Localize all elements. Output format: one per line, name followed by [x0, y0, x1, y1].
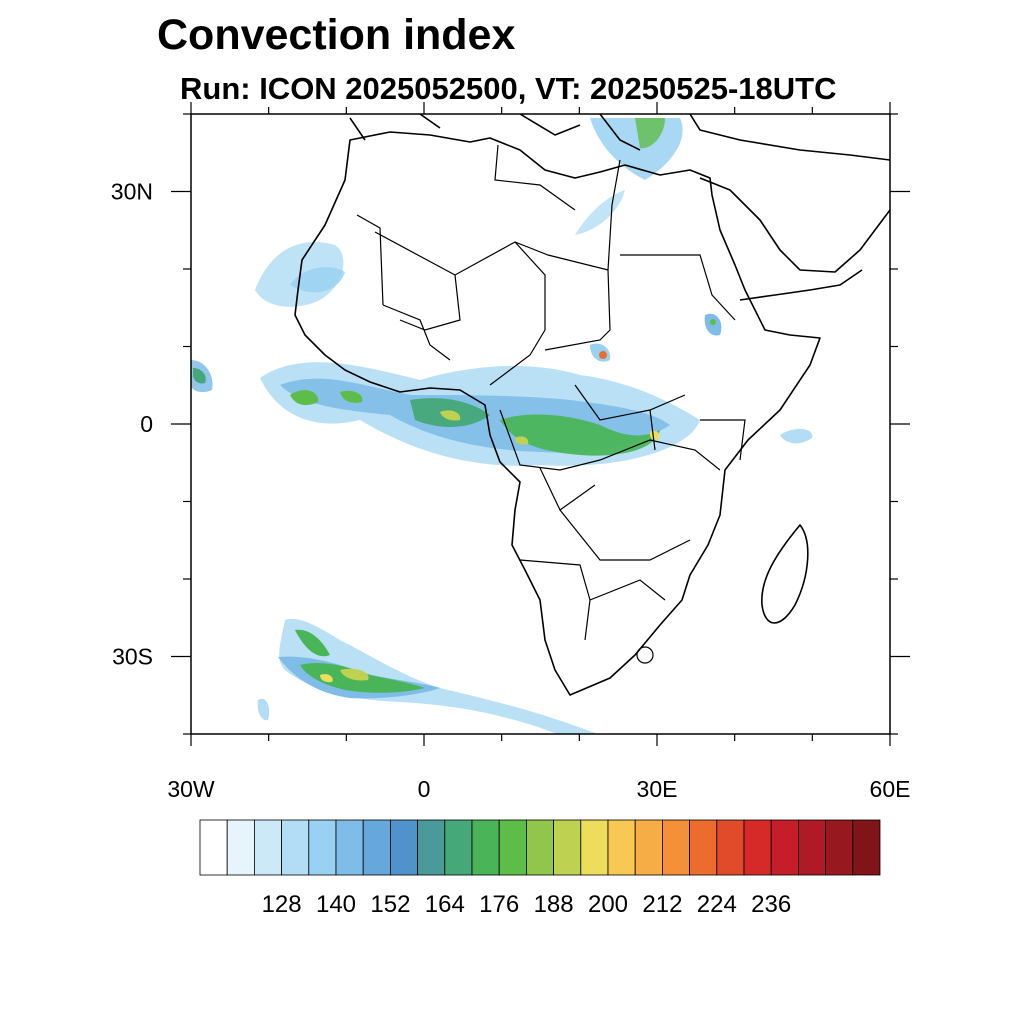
colorbar-labels: 128 140 152 164 176 188 200 212 224 236: [262, 891, 792, 918]
colorbar-label: 152: [370, 891, 410, 918]
africa-coastline: [294, 131, 821, 696]
convection-area: [515, 436, 529, 445]
colorbar-swatch: [526, 819, 555, 876]
x-tick-label: 60E: [870, 776, 911, 802]
colorbar-swatch: [498, 819, 527, 876]
arabia-coastline: [699, 177, 890, 301]
colorbar-swatch: [253, 819, 282, 876]
colorbar-label: 140: [316, 891, 356, 918]
convection-area: [649, 430, 660, 441]
europe-coastline: [349, 114, 890, 161]
y-tick-label: 0: [140, 411, 153, 437]
convection-area: [599, 351, 607, 359]
convection-area: [635, 118, 665, 149]
convection-area: [575, 190, 625, 235]
country-border: [574, 384, 746, 461]
axis-labels: 30W 0 30E 60E 30N 0 30S: [111, 179, 911, 803]
colorbar-swatch: [634, 819, 663, 876]
colorbar-label: 188: [534, 891, 574, 918]
x-tick-label: 30W: [167, 776, 215, 802]
convection-area: [193, 368, 206, 384]
colorbar-swatch: [226, 819, 255, 876]
country-borders: [356, 144, 746, 664]
madagascar-coastline: [761, 524, 809, 624]
colorbar-swatch: [798, 819, 827, 876]
colorbar-swatch: [444, 819, 473, 876]
colorbar-swatch: [716, 819, 745, 876]
convection-area: [290, 390, 319, 406]
colorbar-swatch: [770, 819, 799, 876]
colorbar-swatch: [689, 819, 718, 876]
chart-subtitle: Run: ICON 2025052500, VT: 20250525-18UTC: [180, 71, 837, 106]
coastlines: [294, 114, 890, 696]
convection-area: [340, 668, 369, 681]
colorbar-label: 128: [262, 891, 302, 918]
x-tick-label: 30E: [637, 776, 678, 802]
convection-area: [340, 390, 363, 403]
colorbar-swatch: [362, 819, 391, 876]
colorbar-label: 236: [751, 891, 791, 918]
convection-area: [295, 629, 330, 657]
colorbar-label: 176: [479, 891, 519, 918]
colorbar-label: 212: [642, 891, 682, 918]
convection-field: [191, 118, 813, 734]
country-border: [382, 144, 576, 361]
y-tick-label: 30N: [111, 179, 153, 205]
chart-title: Convection index: [157, 11, 516, 59]
colorbar-swatch: [389, 819, 418, 876]
country-border: [519, 509, 691, 641]
colorbar-swatch: [852, 819, 881, 876]
convection-area: [257, 698, 270, 721]
convection-area: [780, 428, 813, 444]
convection-area: [440, 410, 461, 421]
colorbar-label: 224: [697, 891, 737, 918]
colorbar-swatch: [308, 819, 337, 876]
colorbar-swatch: [417, 819, 446, 876]
colorbar-swatch: [662, 819, 691, 876]
convection-area: [290, 267, 345, 293]
colorbar-swatch: [471, 819, 500, 876]
convection-area: [320, 674, 333, 683]
colorbar-label: 200: [588, 891, 628, 918]
colorbar-swatch: [335, 819, 364, 876]
colorbar-swatch: [281, 819, 310, 876]
country-border: [399, 241, 546, 386]
country-border: [544, 254, 736, 351]
convection-area: [500, 414, 660, 456]
x-tick-label: 0: [418, 776, 431, 802]
colorbar-swatch: [553, 819, 582, 876]
colorbar-swatch: [199, 819, 228, 876]
y-tick-label: 30S: [112, 644, 153, 670]
colorbar-swatch: [825, 819, 854, 876]
colorbar-label: 164: [425, 891, 465, 918]
lesotho-border: [636, 646, 654, 664]
colorbar-swatch: [607, 819, 636, 876]
colorbar: [199, 819, 881, 876]
colorbar-swatch: [580, 819, 609, 876]
axis-ticks: [171, 102, 910, 746]
colorbar-swatch: [743, 819, 772, 876]
convection-area: [710, 319, 716, 325]
